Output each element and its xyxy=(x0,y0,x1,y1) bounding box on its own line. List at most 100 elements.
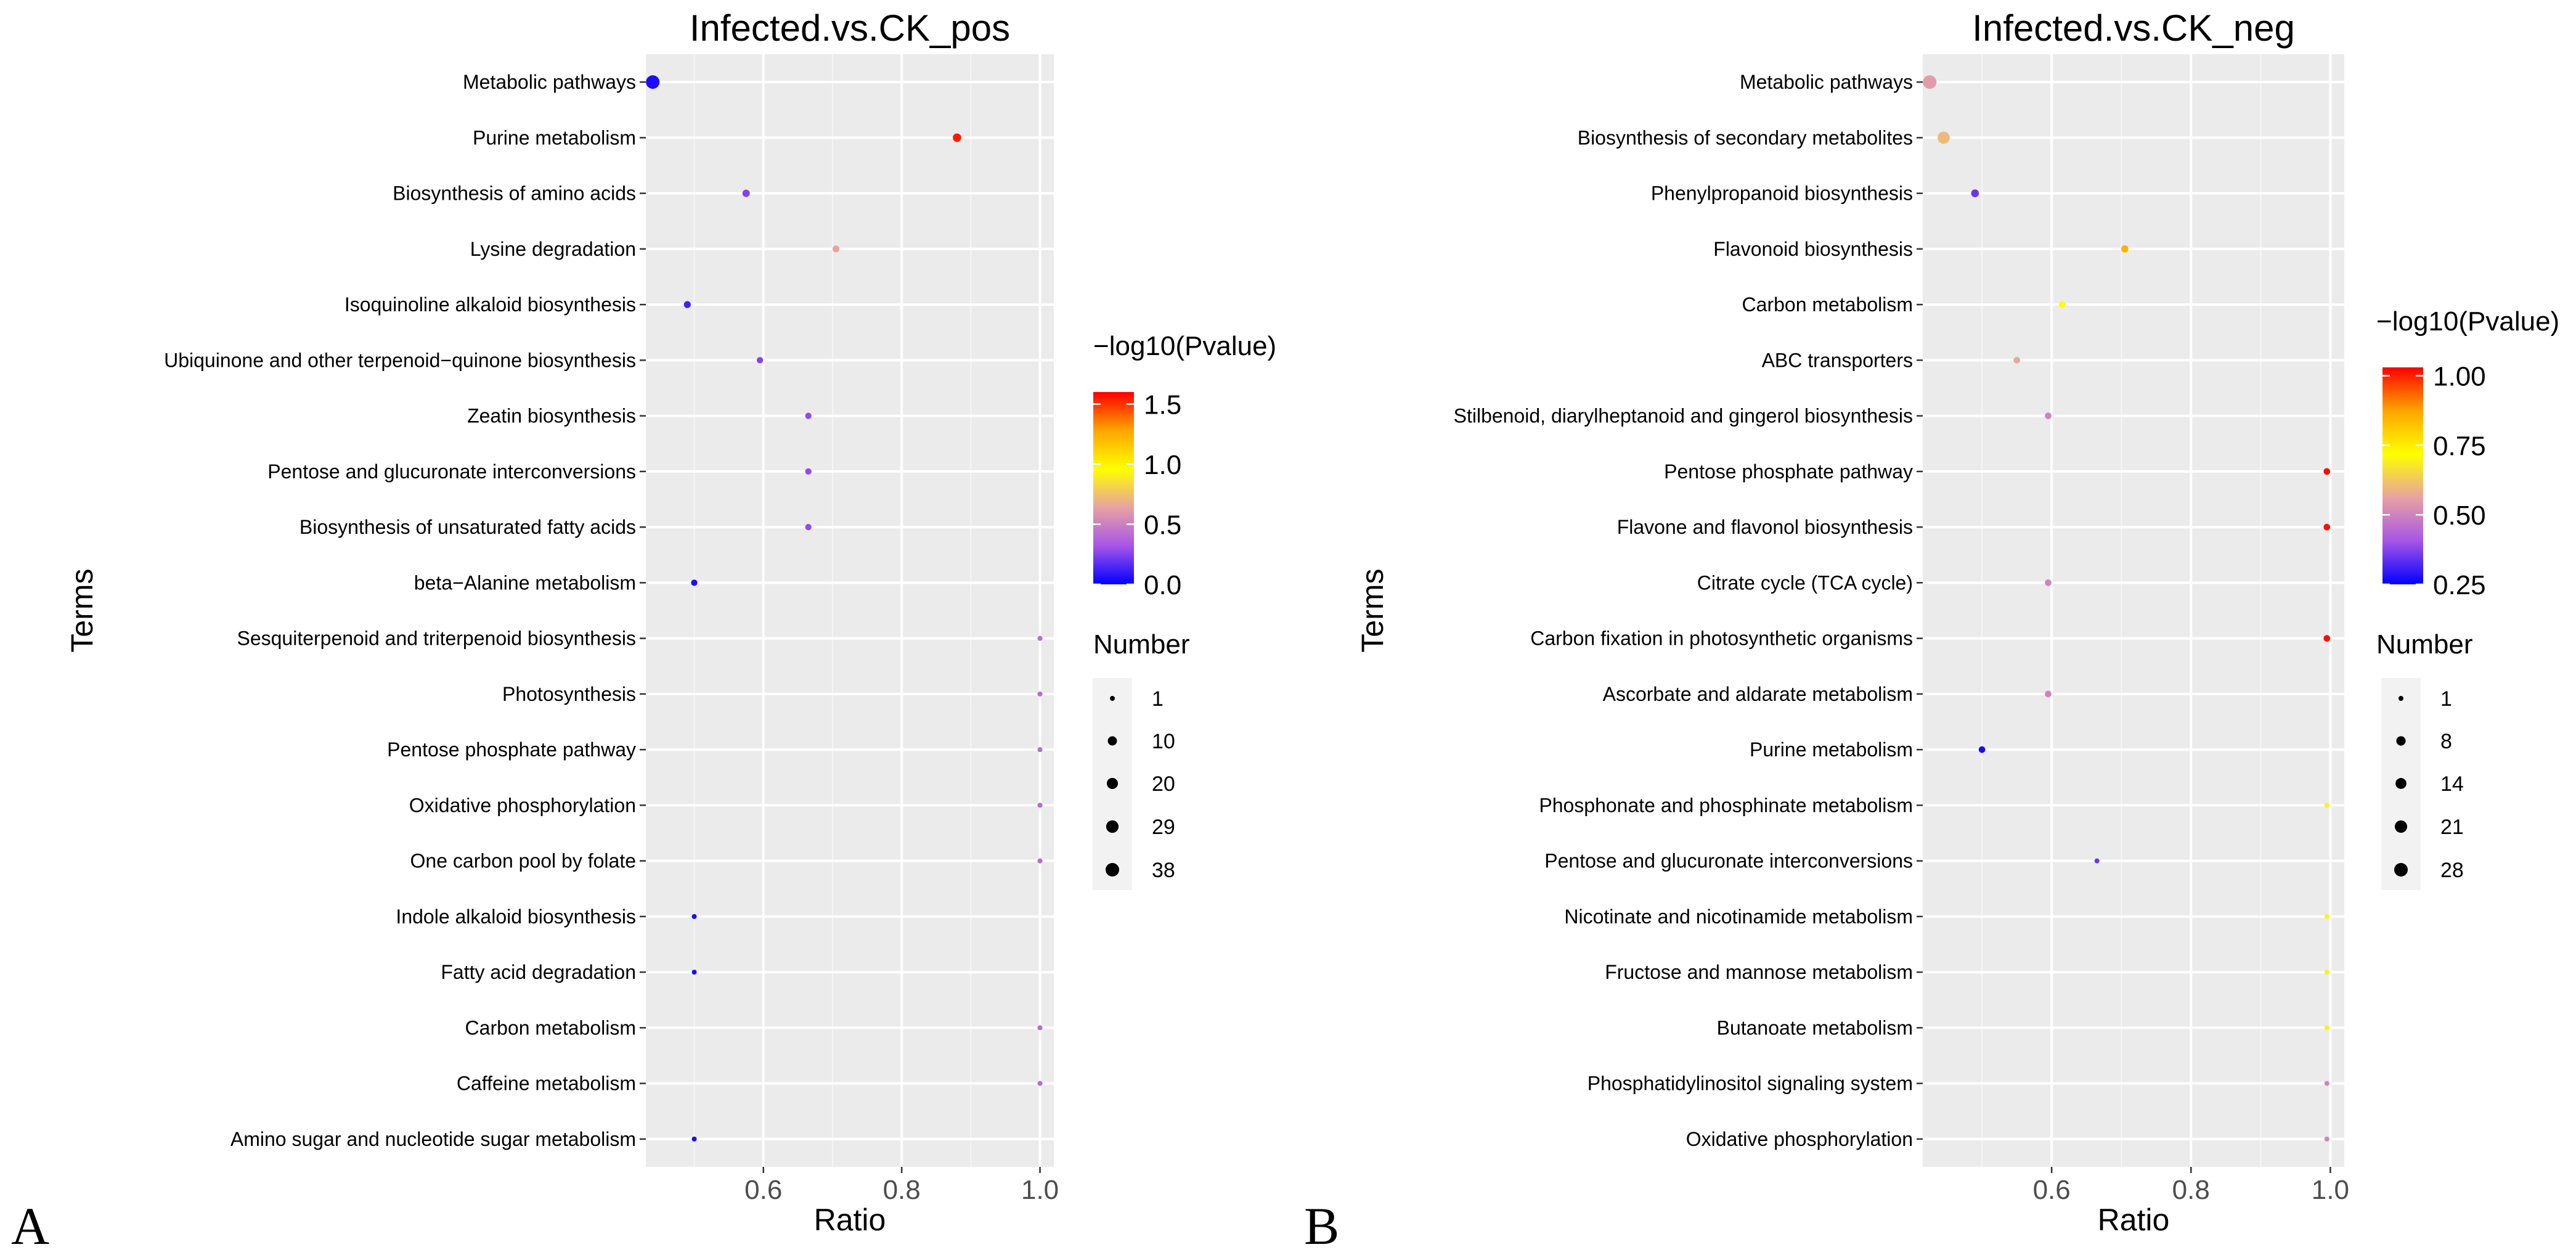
size-legend-label: 1 xyxy=(2440,687,2452,711)
y-tick-label: Nicotinate and nicotinamide metabolism xyxy=(1564,905,1913,928)
colorbar xyxy=(1093,392,1134,584)
color-legend-title: −log10(Pvalue) xyxy=(2376,306,2559,337)
data-point xyxy=(1037,858,1043,864)
y-tick-label: Carbon metabolism xyxy=(465,1016,636,1039)
panel-letter: A xyxy=(11,1196,49,1255)
y-tick-label: Flavone and flavonol biosynthesis xyxy=(1617,516,1913,538)
size-legend-label: 29 xyxy=(1152,816,1175,839)
y-tick-label: Ascorbate and aldarate metabolism xyxy=(1603,683,1913,705)
data-point xyxy=(1971,189,1979,197)
x-tick-label: 1.0 xyxy=(2312,1175,2349,1205)
y-tick-label: Zeatin biosynthesis xyxy=(467,405,636,427)
size-legend-dot xyxy=(1110,696,1115,701)
data-point xyxy=(1978,746,1986,753)
x-tick-label: 1.0 xyxy=(1021,1175,1059,1205)
size-legend-label: 21 xyxy=(2440,816,2464,839)
plot-background xyxy=(1923,54,2344,1167)
y-tick-label: Sesquiterpenoid and triterpenoid biosynt… xyxy=(237,628,636,650)
colorbar-tick-label: 1.0 xyxy=(1144,450,1181,480)
y-tick-label: Isoquinoline alkaloid biosynthesis xyxy=(344,293,636,316)
x-tick-label: 0.6 xyxy=(2033,1175,2071,1205)
y-tick-label: Pentose phosphate pathway xyxy=(1664,460,1913,483)
y-tick-label: Purine metabolism xyxy=(1750,738,1913,761)
data-point xyxy=(2324,1081,2329,1086)
panel-b: Metabolic pathways Biosynthesis of second… xyxy=(1304,7,2559,1255)
y-tick-label: Phosphonate and phosphinate metabolism xyxy=(1539,794,1913,816)
x-tick-label: 0.8 xyxy=(883,1175,921,1205)
size-legend-dot xyxy=(1106,863,1119,877)
y-tick-label: Phosphatidylinositol signaling system xyxy=(1588,1073,1913,1095)
data-point xyxy=(1037,803,1043,808)
y-axis-label: Terms xyxy=(65,568,99,652)
y-tick-label: Indole alkaloid biosynthesis xyxy=(396,905,636,928)
data-point xyxy=(683,301,691,308)
y-tick-label: Pentose phosphate pathway xyxy=(387,738,636,761)
data-point xyxy=(756,357,764,364)
size-legend-dot xyxy=(2399,696,2403,701)
y-tick-label: Carbon fixation in photosynthetic organi… xyxy=(1530,628,1913,650)
y-tick-label: Citrate cycle (TCA cycle) xyxy=(1697,571,1913,594)
data-point xyxy=(1938,131,1950,144)
data-point xyxy=(2058,301,2066,308)
colorbar-tick-label: 1.5 xyxy=(1144,390,1181,420)
data-point xyxy=(2324,970,2329,975)
data-point xyxy=(691,579,698,586)
colorbar xyxy=(2382,367,2423,584)
data-point xyxy=(691,970,697,975)
size-legend-dot xyxy=(2394,820,2408,833)
colorbar-tick-label: 0.25 xyxy=(2433,570,2486,600)
size-legend-label: 10 xyxy=(1152,730,1175,753)
y-tick-label: Pentose and glucuronate interconversions xyxy=(1544,850,1913,872)
colorbar-tick-label: 0.0 xyxy=(1144,570,1181,600)
y-tick-label: Biosynthesis of secondary metabolites xyxy=(1578,126,1913,149)
data-point xyxy=(2094,858,2100,864)
size-legend-dot xyxy=(2394,863,2408,877)
y-tick-label: Butanoate metabolism xyxy=(1717,1016,1913,1039)
x-axis-label: Ratio xyxy=(2098,1203,2170,1237)
data-point xyxy=(1037,1025,1043,1031)
colorbar-tick-label: 1.00 xyxy=(2433,362,2486,392)
data-point xyxy=(2045,690,2052,698)
data-point xyxy=(832,245,840,253)
y-tick-label: Lysine degradation xyxy=(470,238,636,260)
size-legend-dot xyxy=(1107,736,1117,746)
data-point xyxy=(2045,579,2052,586)
chart-title: Infected.vs.CK_neg xyxy=(1972,7,2295,49)
y-tick-label: Biosynthesis of unsaturated fatty acids xyxy=(300,516,636,538)
y-tick-label: Phenylpropanoid biosynthesis xyxy=(1651,182,1913,205)
y-tick-label: Carbon metabolism xyxy=(1742,293,1913,316)
x-axis-label: Ratio xyxy=(814,1203,886,1237)
y-tick-label: Caffeine metabolism xyxy=(457,1073,636,1095)
data-point xyxy=(805,412,812,419)
chart-title: Infected.vs.CK_pos xyxy=(690,7,1010,49)
data-point xyxy=(691,914,697,919)
x-tick-label: 0.6 xyxy=(744,1175,782,1205)
data-point xyxy=(2324,1025,2329,1031)
data-point xyxy=(2324,803,2329,808)
size-legend-dot xyxy=(1106,820,1119,833)
y-tick-label: Ubiquinone and other terpenoid−quinone b… xyxy=(164,349,636,371)
colorbar-tick-label: 0.5 xyxy=(1144,510,1181,541)
data-point xyxy=(2121,245,2129,253)
y-tick-label: Oxidative phosphorylation xyxy=(409,794,636,816)
size-legend-dot xyxy=(2396,736,2406,746)
colorbar-tick-label: 0.75 xyxy=(2433,431,2486,461)
data-point xyxy=(2323,523,2331,531)
y-tick-label: Metabolic pathways xyxy=(463,71,636,93)
y-tick-label: Fructose and mannose metabolism xyxy=(1605,961,1913,983)
size-legend-label: 28 xyxy=(2440,859,2464,882)
data-point xyxy=(1037,636,1043,641)
data-point xyxy=(2324,914,2329,919)
y-tick-label: beta−Alanine metabolism xyxy=(414,571,636,594)
y-tick-label: Fatty acid degradation xyxy=(441,961,636,983)
y-tick-label: Stilbenoid, diarylheptanoid and gingerol… xyxy=(1454,405,1913,427)
y-tick-label: Metabolic pathways xyxy=(1740,71,1913,93)
panel-letter: B xyxy=(1304,1196,1339,1255)
y-tick-label: Pentose and glucuronate interconversions xyxy=(267,460,636,483)
data-point xyxy=(691,1136,697,1142)
data-point xyxy=(1037,691,1043,697)
data-point xyxy=(805,468,812,475)
plot-background xyxy=(646,54,1054,1167)
y-tick-label: Flavonoid biosynthesis xyxy=(1713,238,1913,260)
